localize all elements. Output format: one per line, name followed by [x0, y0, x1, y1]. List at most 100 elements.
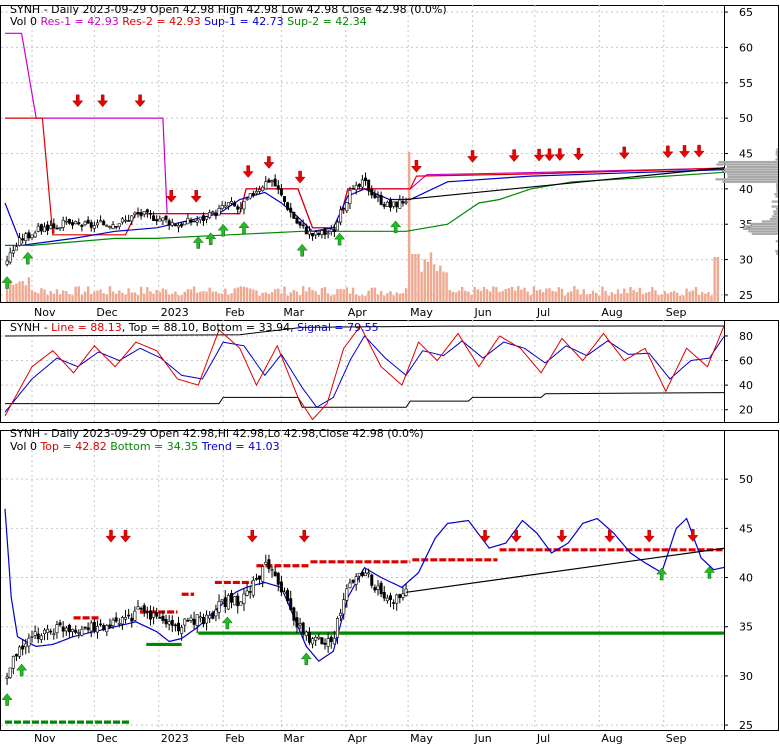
price-candle-body-112	[354, 185, 358, 190]
price-candle-body-100	[317, 232, 321, 235]
price-candle-108	[342, 207, 346, 215]
price-volume-bar-65	[208, 287, 211, 302]
trend-candle-83	[264, 554, 268, 565]
price-candle-body-35	[114, 226, 118, 228]
price-volume-profile-bar	[776, 190, 778, 193]
price-volume-bar-2	[12, 284, 15, 302]
price-candle-113	[357, 183, 361, 190]
trend-candle-body-50	[161, 615, 165, 621]
trend-candle-63	[201, 613, 205, 628]
price-volume-bar-87	[277, 288, 280, 302]
trend-candle-body-94	[298, 623, 302, 626]
price-candle-65	[208, 209, 212, 220]
price-volume-bar-145	[457, 290, 461, 302]
price-volume-bar-97	[308, 287, 311, 302]
price-volume-bar-124	[392, 295, 395, 302]
price-volume-bar-10	[37, 293, 40, 302]
price-volume-bar-214	[672, 290, 676, 302]
price-volume-bar-118	[373, 287, 377, 302]
trend-candle-113	[357, 572, 361, 583]
price-candle-body-6	[24, 233, 28, 242]
price-candle-body-116	[367, 179, 371, 191]
price-candle-body-105	[332, 229, 336, 232]
price-volume-profile-bar	[722, 180, 778, 183]
price-volume-bar-107	[339, 289, 342, 302]
price-candle-body-51	[164, 215, 168, 220]
trend-candle-body-84	[267, 559, 271, 569]
trend-candle-24	[80, 625, 84, 637]
price-volume-bar-53	[171, 293, 174, 302]
price-candle-body-17	[58, 227, 62, 229]
trend-candle-body-93	[295, 617, 299, 628]
price-candle-body-86	[273, 178, 277, 187]
price-candle-79	[251, 190, 255, 198]
price-candle-68	[217, 204, 221, 216]
price-candle-9	[33, 230, 37, 238]
price-sell-signal-15	[618, 146, 630, 160]
price-candle-body-27	[89, 222, 93, 228]
price-candle-body-47	[152, 215, 156, 221]
price-candle-39	[127, 214, 131, 222]
trend-candle-21	[71, 628, 75, 638]
price-candle-7	[27, 229, 31, 241]
trend-candle-body-124	[392, 602, 396, 604]
price-candle-93	[295, 215, 299, 224]
price-volume-profile-bar	[776, 252, 778, 255]
price-volume-bar-212	[666, 293, 670, 302]
price-candle-88	[279, 183, 283, 197]
price-volume-bar-138	[436, 270, 439, 302]
trend-candle-body-115	[364, 572, 368, 577]
trend-candle-123	[388, 592, 392, 608]
price-volume-bar-198	[623, 288, 626, 302]
price-sup1-line	[4, 169, 725, 247]
trend-legend: Vol 0 Top = 42.82 Bottom = 34.35 Trend =…	[10, 440, 280, 453]
price-candle-body-82	[261, 186, 265, 192]
price-volume-bar-176	[554, 291, 557, 302]
price-legend-item-2: Res-2 = 42.93	[119, 15, 201, 28]
price-legend-item-1: Res-1 = 42.93	[37, 15, 119, 28]
price-candle-55	[177, 222, 181, 233]
price-candle-20	[67, 218, 71, 225]
trend-candle-14	[49, 628, 53, 635]
trend-candle-body-7	[27, 637, 31, 647]
trend-candle-body-32	[105, 625, 109, 633]
price-volume-bar-226	[710, 295, 713, 302]
price-xtick-label-7: Jun	[474, 306, 492, 319]
price-candle-38	[124, 215, 128, 224]
price-candle-56	[180, 222, 184, 229]
price-volume-bar-185	[582, 289, 585, 302]
price-candle-28	[92, 221, 96, 233]
price-candle-body-95	[301, 224, 305, 227]
price-volume-profile-bar	[771, 205, 778, 208]
price-candle-4	[18, 232, 22, 247]
price-candle-body-70	[223, 205, 227, 208]
price-volume-bar-210	[660, 294, 663, 302]
price-candle-body-109	[345, 202, 349, 212]
trend-candle-body-103	[326, 638, 330, 647]
trend-candle-29	[95, 620, 99, 639]
price-volume-bar-216	[679, 295, 682, 302]
price-volume-bar-200	[629, 286, 632, 302]
price-volume-bar-80	[255, 290, 258, 302]
price-candle-70	[223, 201, 227, 209]
price-candle-body-72	[230, 201, 234, 204]
price-candle-body-25	[83, 221, 87, 226]
price-candle-body-19	[64, 220, 68, 223]
price-candle-26	[86, 216, 90, 224]
price-volume-bar-57	[183, 291, 186, 302]
trend-candle-body-81	[258, 575, 262, 580]
trend-candle-body-119	[376, 585, 380, 590]
trend-candle-126	[398, 593, 402, 604]
price-volume-profile-bar	[773, 210, 778, 213]
trend-buy-signal-5	[703, 566, 715, 579]
price-candle-50	[161, 217, 165, 225]
trend-ytick-label-5: 25	[739, 719, 753, 732]
price-volume-bar-135	[426, 261, 430, 302]
trend-candle-body-127	[401, 593, 405, 598]
price-candle-body-2	[11, 250, 15, 254]
trend-candle-42	[136, 599, 140, 610]
price-candle-43	[139, 208, 143, 220]
price-candle-3	[14, 242, 18, 251]
